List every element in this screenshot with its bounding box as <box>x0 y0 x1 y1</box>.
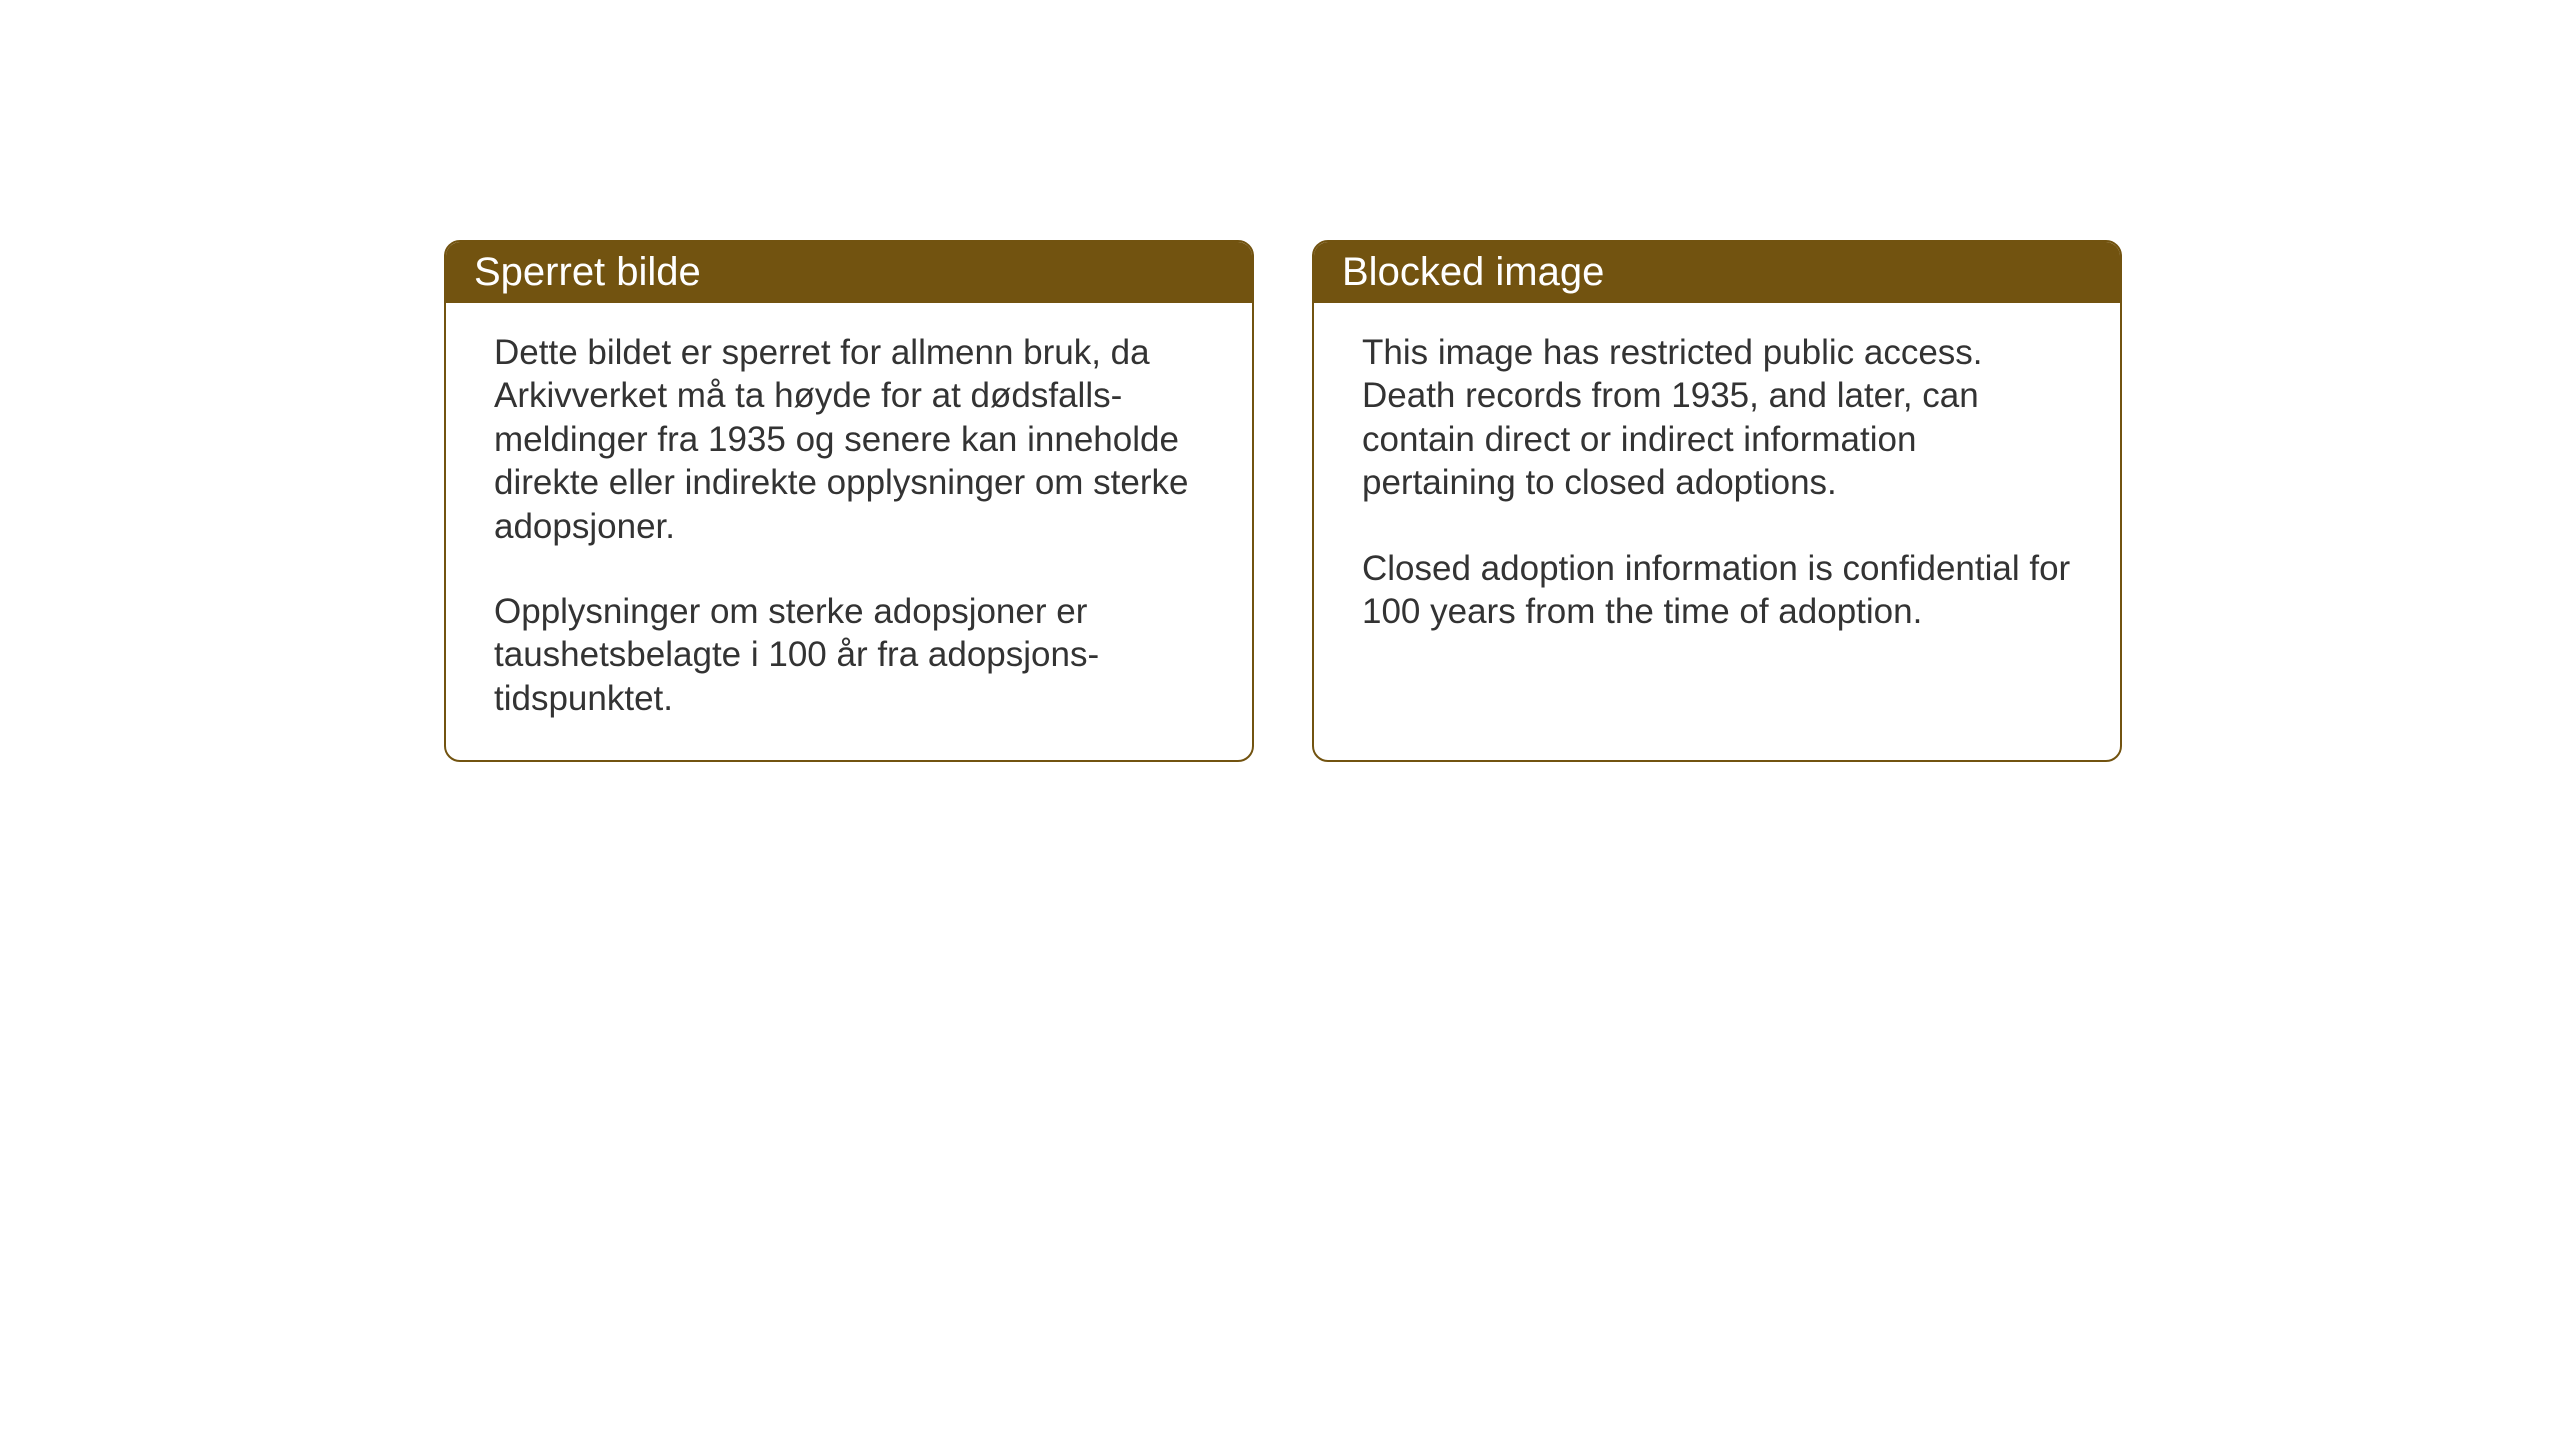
card-body-english: This image has restricted public access.… <box>1314 303 2120 673</box>
notice-container: Sperret bilde Dette bildet er sperret fo… <box>444 240 2122 762</box>
card-paragraph-norwegian-2: Opplysninger om sterke adopsjoner er tau… <box>494 590 1204 720</box>
card-paragraph-english-1: This image has restricted public access.… <box>1362 331 2072 505</box>
card-paragraph-norwegian-1: Dette bildet er sperret for allmenn bruk… <box>494 331 1204 548</box>
card-header-english: Blocked image <box>1314 242 2120 303</box>
notice-card-english: Blocked image This image has restricted … <box>1312 240 2122 762</box>
card-title-norwegian: Sperret bilde <box>474 250 701 294</box>
card-header-norwegian: Sperret bilde <box>446 242 1252 303</box>
card-paragraph-english-2: Closed adoption information is confident… <box>1362 547 2072 634</box>
card-body-norwegian: Dette bildet er sperret for allmenn bruk… <box>446 303 1252 760</box>
notice-card-norwegian: Sperret bilde Dette bildet er sperret fo… <box>444 240 1254 762</box>
card-title-english: Blocked image <box>1342 250 1604 294</box>
